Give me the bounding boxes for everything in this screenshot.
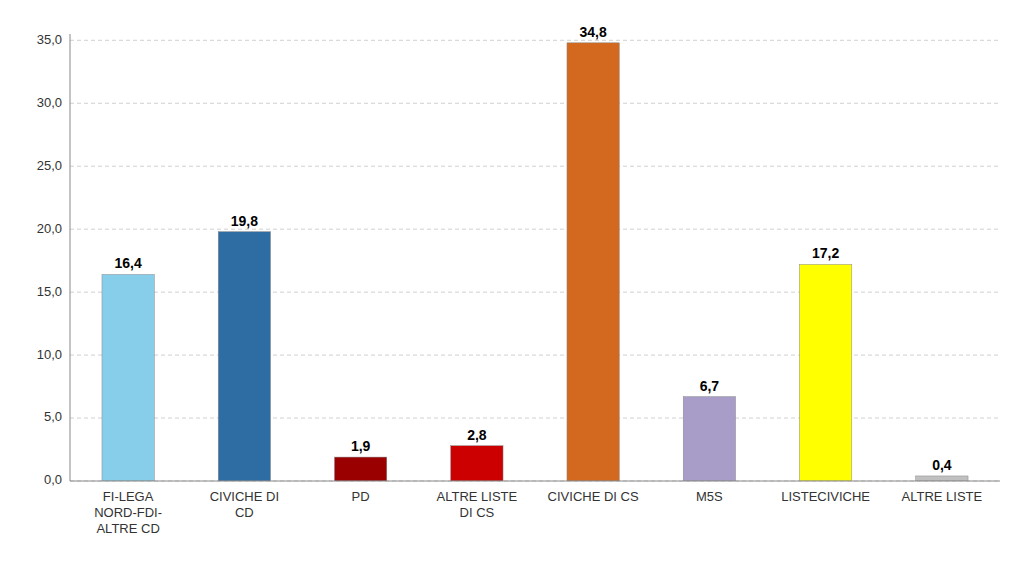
x-tick-label-line: NORD-FDI- [94, 505, 162, 520]
x-tick-label-line: M5S [696, 489, 723, 504]
y-tick-label: 5,0 [44, 409, 62, 424]
bar [218, 232, 270, 481]
x-tick-label: LISTECIVICHE [781, 489, 870, 504]
grid-line [70, 292, 1000, 293]
y-tick-label: 15,0 [37, 284, 62, 299]
grid-line [70, 103, 1000, 104]
data-label: 1,9 [351, 438, 371, 454]
y-tick-label: 10,0 [37, 347, 62, 362]
bar [451, 446, 503, 481]
bar [683, 397, 735, 481]
bar [334, 457, 386, 481]
x-tick-label-line: CD [235, 505, 254, 520]
data-label: 2,8 [467, 427, 487, 443]
x-tick-label: CIVICHE DICD [210, 489, 279, 520]
data-label: 17,2 [812, 245, 839, 261]
x-tick-label: ALTRE LISTE [902, 489, 983, 504]
x-axis-line [70, 481, 1000, 482]
grid-line [70, 418, 1000, 419]
x-tick-label: CIVICHE DI CS [548, 489, 639, 504]
y-axis-line [70, 34, 71, 481]
x-tick-label: FI-LEGANORD-FDI-ALTRE CD [94, 489, 162, 536]
y-tick-label: 30,0 [37, 95, 62, 110]
y-tick-label: 35,0 [37, 32, 62, 47]
x-tick-label: PD [352, 489, 370, 504]
x-tick-label-line: ALTRE CD [96, 521, 159, 536]
x-tick-label-line: CIVICHE DI [210, 489, 279, 504]
x-tick-label: ALTRE LISTEDI CS [437, 489, 518, 520]
grid-line [70, 481, 1000, 482]
y-axis-ticks: 0,0 5,0 10,0 15,0 20,0 25,0 30,0 35,0 [37, 32, 62, 488]
chart: 0,0 5,0 10,0 15,0 20,0 25,0 30,0 35,0 16,4 19,8 1,… [0, 0, 1024, 571]
bar [799, 264, 851, 481]
x-tick-label-line: LISTECIVICHE [781, 489, 870, 504]
x-tick-label-line: CIVICHE DI CS [548, 489, 639, 504]
grid-line [70, 166, 1000, 167]
y-tick-label: 0,0 [44, 472, 62, 487]
x-tick-label-line: FI-LEGA [103, 489, 154, 504]
data-label: 19,8 [231, 213, 258, 229]
x-tick-label: M5S [696, 489, 723, 504]
y-tick-label: 20,0 [37, 221, 62, 236]
grid-line [70, 229, 1000, 230]
data-labels: 16,4 19,8 1,9 2,8 34,8 6,7 17,2 0,4 [115, 24, 952, 473]
x-tick-label-line: ALTRE LISTE [902, 489, 983, 504]
grid-line [70, 355, 1000, 356]
data-label: 6,7 [700, 378, 720, 394]
bar [102, 274, 154, 481]
bars [102, 43, 968, 481]
bar [567, 43, 619, 481]
grid-line [70, 40, 1000, 41]
x-tick-label-line: DI CS [460, 505, 495, 520]
x-axis-labels: FI-LEGANORD-FDI-ALTRE CD CIVICHE DICD PD AL… [94, 489, 982, 536]
data-label: 34,8 [580, 24, 607, 40]
data-label: 0,4 [932, 457, 952, 473]
bar [916, 476, 968, 481]
grid [70, 40, 1000, 481]
x-tick-label-line: PD [352, 489, 370, 504]
y-tick-label: 25,0 [37, 158, 62, 173]
x-tick-label-line: ALTRE LISTE [437, 489, 518, 504]
data-label: 16,4 [115, 255, 142, 271]
